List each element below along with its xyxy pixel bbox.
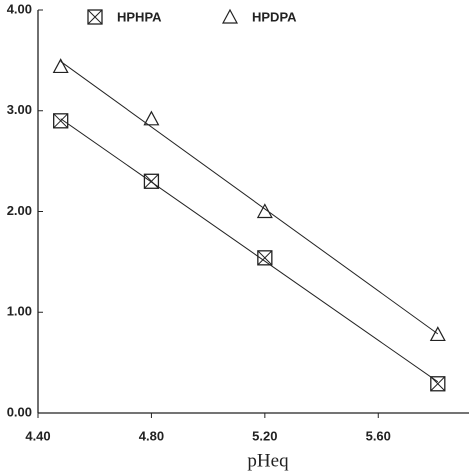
- y-tick-label: 3.00: [7, 102, 32, 117]
- y-tick-label: 4.00: [7, 1, 32, 16]
- marker-box: [143, 173, 160, 189]
- marker-triangle: [143, 110, 160, 126]
- marker-triangle: [221, 8, 239, 24]
- y-tick-label: 0.00: [7, 404, 32, 419]
- marker: [221, 8, 239, 24]
- marker-box: [430, 376, 446, 392]
- marker-cross: [144, 173, 159, 189]
- marker: [430, 376, 446, 392]
- marker: [257, 250, 273, 266]
- fit-line: [60, 118, 439, 383]
- x-tick-label: 5.60: [366, 428, 391, 443]
- legend-label: HPHPA: [117, 9, 162, 24]
- marker-cross: [53, 113, 69, 129]
- marker-triangle: [256, 203, 273, 219]
- marker-cross: [430, 376, 446, 392]
- marker-triangle: [429, 326, 446, 342]
- x-tick-label: 4.80: [139, 428, 164, 443]
- y-tick-label: 1.00: [7, 304, 32, 319]
- legend-label: HPDPA: [252, 9, 297, 24]
- marker: [143, 173, 160, 189]
- marker: [53, 113, 69, 129]
- x-tick-label: 4.40: [25, 428, 50, 443]
- marker-box: [257, 250, 273, 266]
- x-axis-label: pHeq: [247, 450, 289, 471]
- marker-cross: [257, 250, 273, 266]
- marker-box: [53, 113, 69, 129]
- marker: [87, 9, 103, 25]
- marker: [256, 203, 273, 219]
- marker: [143, 110, 160, 126]
- y-tick-label: 2.00: [7, 203, 32, 218]
- x-tick-label: 5.20: [252, 428, 277, 443]
- marker-triangle: [52, 58, 69, 74]
- fit-line: [60, 61, 439, 335]
- marker: [52, 58, 69, 74]
- marker-cross: [87, 9, 103, 25]
- marker: [429, 326, 446, 342]
- marker-box: [87, 9, 103, 25]
